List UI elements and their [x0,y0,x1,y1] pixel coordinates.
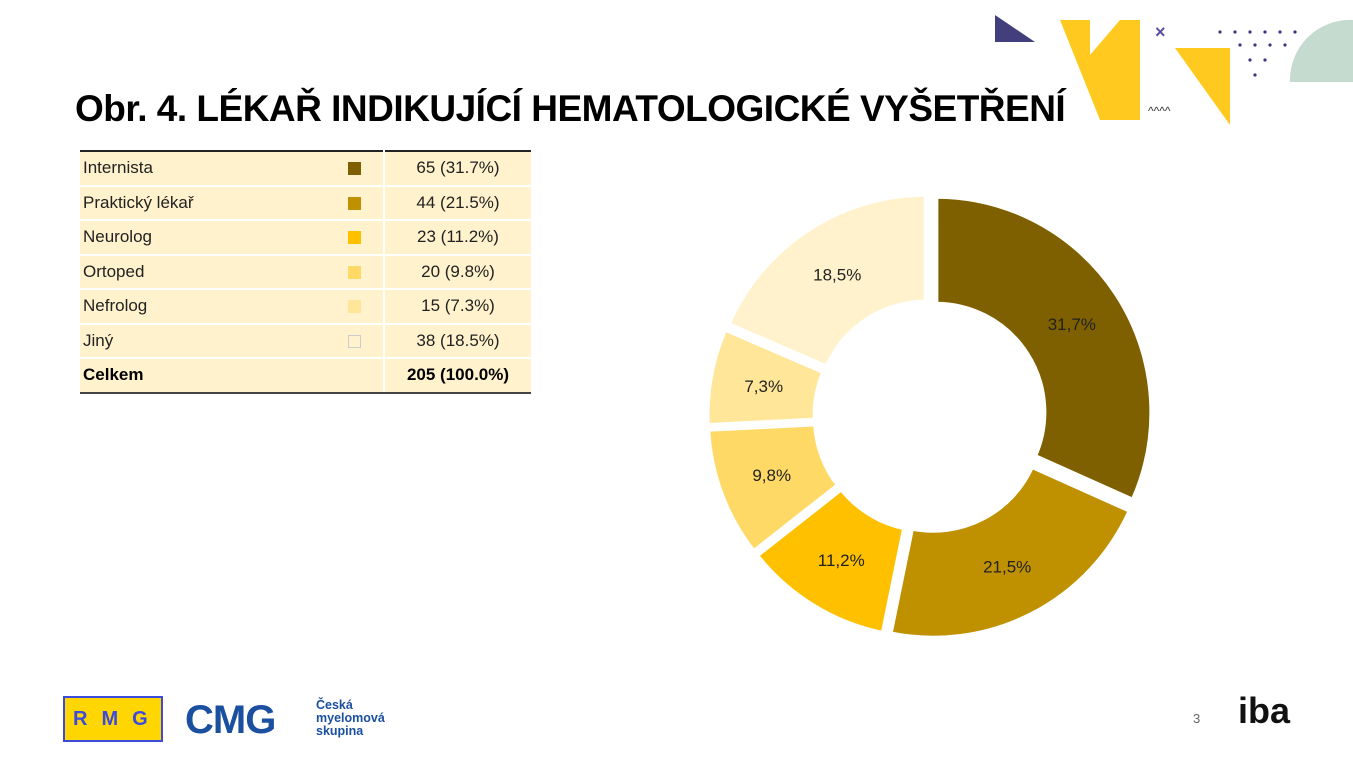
legend-swatch [348,231,361,245]
table-row: Neurolog 23 (11.2%) [80,220,531,256]
donut-slice-ortoped [705,421,843,556]
donut-chart: 31,7% 21,5% 11,2% 9,8% 7,3% 18,5% [704,191,1155,641]
donut-slice-praktick-l-ka- [887,463,1134,641]
row-value: 23 (11.2%) [384,220,531,256]
row-value: 15 (7.3%) [384,289,531,325]
legend-swatch [348,334,361,348]
rmg-logo: RMG [63,696,163,742]
total-value: 205 (100.0%) [384,357,531,394]
row-label: Nefrolog [80,289,348,325]
donut-slice-jin- [724,191,929,371]
svg-text:^^^^: ^^^^ [1148,104,1171,118]
svg-text:×: × [1155,22,1166,42]
table-row: Nefrolog 15 (7.3%) [80,289,531,325]
row-label: Internista [80,150,348,187]
data-label: 9,8% [752,466,791,485]
data-label: 21,5% [983,557,1031,576]
row-label: Praktický lékař [80,185,348,221]
data-table: Internista 65 (31.7%) Praktický lékař 44 … [80,150,531,394]
data-label: 18,5% [813,266,861,285]
donut-slice-neurolog [752,485,908,637]
page-number: 3 [1193,711,1201,726]
table-row: Ortoped 20 (9.8%) [80,254,531,290]
row-value: 44 (21.5%) [384,185,531,221]
cmg-subtitle: Česká myelomová skupina [316,698,385,738]
iba-logo: iba [1238,690,1291,731]
donut-slice-nefrolog [704,325,828,429]
donut-slice-internista [933,193,1155,504]
data-label: 31,7% [1048,315,1096,334]
data-label: 7,3% [744,377,783,396]
row-value: 65 (31.7%) [384,150,531,187]
row-label: Jiný [80,323,348,359]
table-row: Jiný 38 (18.5%) [80,323,531,359]
row-label: Ortoped [80,254,348,290]
total-row: Celkem 205 (100.0%) [80,357,531,394]
data-label: 11,2% [818,551,865,570]
decorative-pattern: × ^^^^ [995,15,1353,125]
row-label: Neurolog [80,220,348,256]
table-row: Internista 65 (31.7%) [80,150,531,187]
total-label: Celkem [80,357,348,394]
row-value: 38 (18.5%) [384,323,531,359]
legend-swatch [348,162,361,176]
table-row: Praktický lékař 44 (21.5%) [80,185,531,221]
legend-swatch [348,300,361,314]
page-title: Obr. 4. LÉKAŘ INDIKUJÍCÍ HEMATOLOGICKÉ V… [75,88,1066,129]
cmg-logo: CMG [185,698,276,742]
legend-swatch [348,265,361,279]
row-value: 20 (9.8%) [384,254,531,290]
legend-swatch [348,196,361,210]
